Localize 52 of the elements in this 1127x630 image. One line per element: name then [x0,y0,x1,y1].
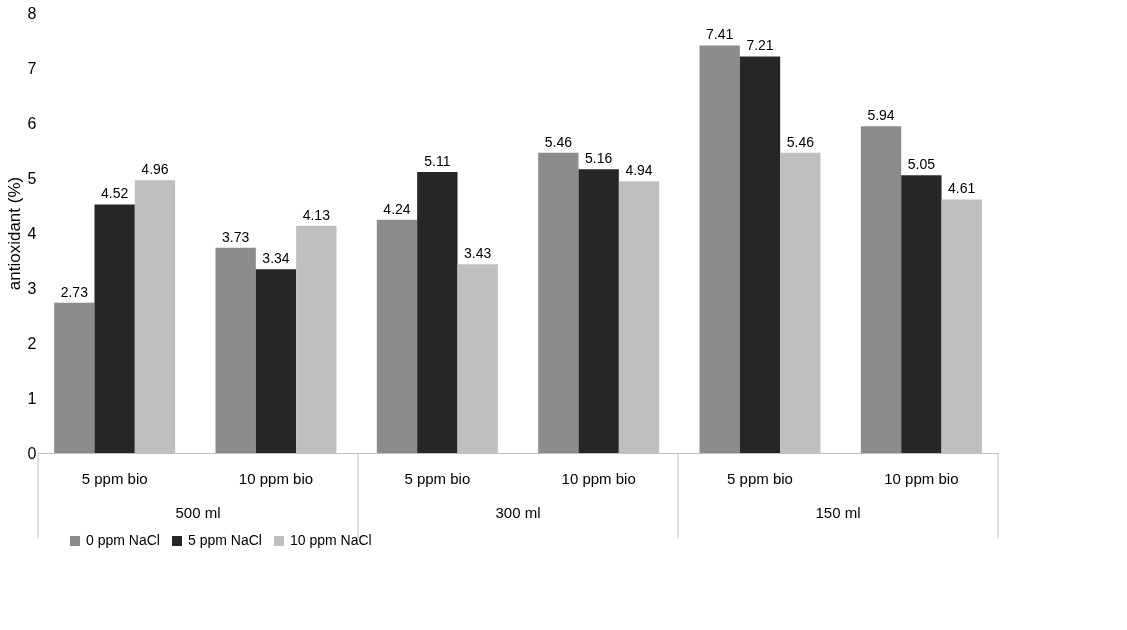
data-label: 7.41 [706,26,734,43]
bar [215,247,256,453]
y-tick-label: 7 [27,59,37,77]
bar [54,302,95,453]
data-label: 4.13 [302,206,331,223]
bar [901,175,942,453]
data-label: 5.46 [786,133,815,150]
bar [94,204,135,453]
data-label: 5.16 [585,150,613,167]
bar [739,56,781,453]
y-tick-label: 5 [27,169,37,187]
y-axis-title: antioxidant (%) [4,176,24,291]
y-tick-label: 8 [27,4,37,22]
bar [578,169,619,453]
y-tick-label: 2 [27,334,37,352]
y-tick-label: 1 [27,389,37,407]
legend-label: 5 ppm NaCl [188,532,262,548]
data-label: 7.21 [746,37,774,54]
data-label: 4.94 [625,162,653,179]
data-label: 4.52 [101,185,129,202]
data-label: 5.94 [867,107,895,124]
data-label: 5.05 [907,156,936,173]
bar [417,171,458,453]
x-tick-label: 10 ppm bio [561,469,636,487]
data-label: 3.43 [464,245,492,262]
data-label: 4.61 [948,180,976,197]
x-tick-label: 10 ppm bio [238,469,314,487]
bar [699,45,740,453]
x-tick-label: 5 ppm bio [404,469,471,487]
data-label: 5.46 [544,133,573,150]
bar [538,152,579,453]
data-label: 4.24 [383,200,411,217]
y-tick-label: 6 [27,114,37,132]
data-label: 3.73 [222,228,250,245]
y-tick-label: 0 [27,444,37,462]
data-label: 5.11 [424,152,451,169]
x-tick-label: 5 ppm bio [81,469,148,487]
text: 300 ml [495,504,541,521]
x-tick-label: 10 ppm bio [884,469,959,487]
data-label: 4.96 [141,161,169,178]
legend-label: 10 ppm NaCl [290,532,372,548]
text: 500 ml [175,504,221,521]
legend-label: 0 ppm NaCl [86,532,160,548]
text: 150 ml [815,504,861,521]
bar [376,219,418,453]
y-tick-label: 3 [27,279,37,297]
data-label: 3.34 [262,250,290,267]
bar [255,269,297,453]
x-tick-label: 5 ppm bio [727,469,793,487]
data-label: 2.73 [60,283,89,300]
y-tick-label: 4 [27,224,37,242]
bar [860,126,902,453]
